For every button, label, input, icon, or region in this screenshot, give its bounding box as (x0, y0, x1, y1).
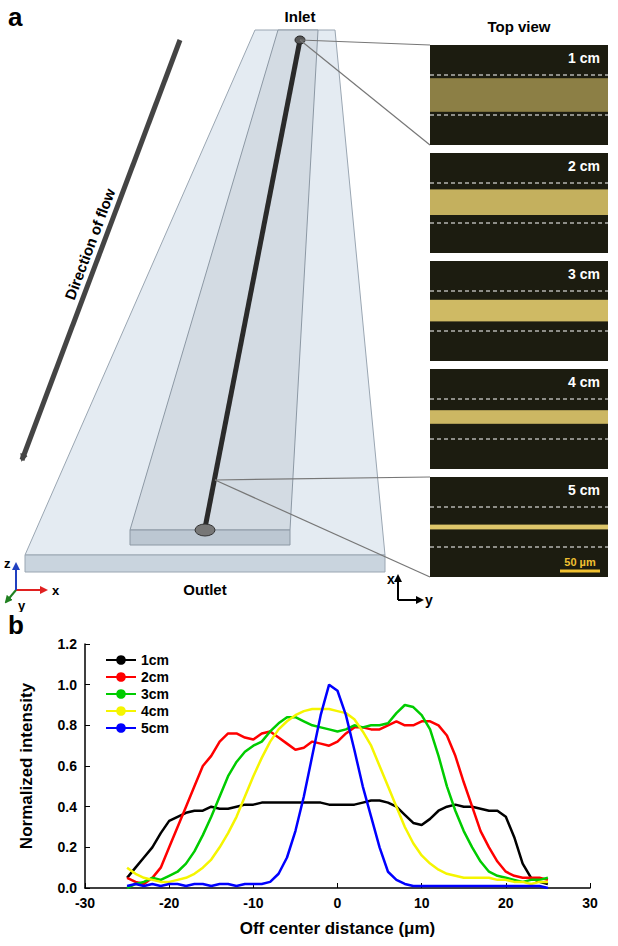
svg-text:0: 0 (334, 895, 342, 911)
svg-text:1.2: 1.2 (58, 636, 78, 652)
svg-text:20: 20 (498, 895, 514, 911)
svg-text:50 µm: 50 µm (564, 556, 596, 568)
svg-text:Off center distance (μm): Off center distance (μm) (240, 919, 436, 938)
svg-text:a: a (8, 2, 23, 32)
svg-text:4 cm: 4 cm (568, 374, 600, 390)
svg-text:1 cm: 1 cm (568, 50, 600, 66)
svg-text:2 cm: 2 cm (568, 158, 600, 174)
svg-text:x: x (52, 583, 60, 598)
svg-text:0.8: 0.8 (58, 717, 78, 733)
svg-text:y: y (18, 598, 26, 612)
svg-text:x: x (387, 571, 395, 587)
svg-text:5 cm: 5 cm (568, 482, 600, 498)
svg-text:0.0: 0.0 (58, 880, 78, 896)
svg-text:2cm: 2cm (141, 669, 169, 685)
svg-text:y: y (425, 592, 433, 608)
svg-text:1cm: 1cm (141, 652, 169, 668)
svg-text:Outlet: Outlet (183, 581, 226, 598)
svg-text:-10: -10 (243, 895, 263, 911)
svg-text:0.4: 0.4 (58, 799, 78, 815)
svg-text:Normalized intensity: Normalized intensity (17, 682, 36, 849)
svg-text:Top view: Top view (487, 18, 550, 35)
svg-text:3cm: 3cm (141, 686, 169, 702)
svg-text:Direction of flow: Direction of flow (61, 186, 118, 302)
svg-text:5cm: 5cm (141, 720, 169, 736)
svg-text:1.0: 1.0 (58, 677, 78, 693)
svg-text:0.6: 0.6 (58, 758, 78, 774)
svg-text:30: 30 (582, 895, 598, 911)
svg-text:10: 10 (414, 895, 430, 911)
svg-text:-20: -20 (159, 895, 179, 911)
svg-text:-30: -30 (75, 895, 95, 911)
svg-text:4cm: 4cm (141, 703, 169, 719)
svg-text:3 cm: 3 cm (568, 266, 600, 282)
svg-text:z: z (4, 556, 11, 571)
svg-text:0.2: 0.2 (58, 839, 78, 855)
svg-text:Inlet: Inlet (285, 8, 316, 25)
html-text:b: b (8, 610, 24, 640)
